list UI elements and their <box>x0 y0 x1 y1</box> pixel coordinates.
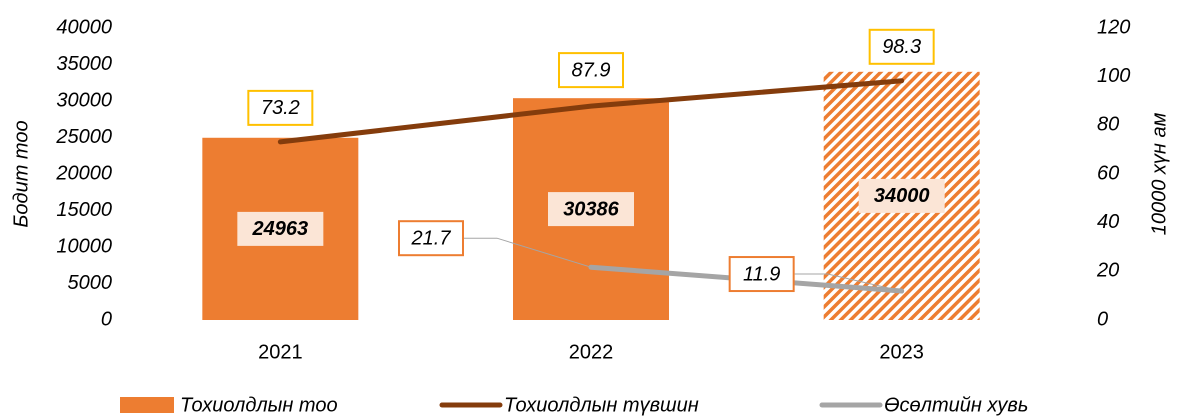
line-value-label-box <box>558 52 624 89</box>
leader-line <box>794 273 902 292</box>
line-value-label: 98.3 <box>882 36 921 58</box>
y-tick-label: 5000 <box>68 272 113 294</box>
x-tick-label: 2021 <box>258 341 303 363</box>
y-tick-label: 20000 <box>55 162 112 184</box>
line-value-label: 11.9 <box>743 263 780 285</box>
y2-tick-label: 80 <box>1097 114 1119 136</box>
bar-value-label-box <box>548 192 634 227</box>
bar-value-label: 24963 <box>252 218 309 240</box>
line-value-label: 73.2 <box>261 97 300 119</box>
x-tick-label: 2022 <box>569 341 614 363</box>
line-value-label: 21.7 <box>411 227 452 249</box>
y-tick-label: 25000 <box>55 126 112 148</box>
legend-label: Тохиолдлын тоо <box>180 394 338 416</box>
line-value-label: 87.9 <box>572 59 611 81</box>
legend-label: Тохиолдлын түвшин <box>504 394 699 416</box>
y2-tick-label: 0 <box>1097 308 1108 330</box>
y-tick-label: 35000 <box>56 53 112 75</box>
line-value-label-box <box>247 89 314 126</box>
y-tick-label: 10000 <box>56 235 112 257</box>
legend-swatch <box>120 397 174 413</box>
bar-value-label-box <box>237 211 324 246</box>
line-value-label-box <box>398 220 464 257</box>
leader-line <box>464 237 592 268</box>
line <box>277 78 905 145</box>
y-axis-title: Бодит тоо <box>10 120 32 227</box>
bar-value-label: 30386 <box>563 198 619 220</box>
line-value-label-box <box>868 28 935 65</box>
bar-value-label-box <box>858 178 945 213</box>
y2-tick-label: 20 <box>1096 260 1119 282</box>
y2-tick-label: 60 <box>1097 162 1119 184</box>
y-tick-label: 15000 <box>56 199 112 221</box>
y2-tick-label: 100 <box>1097 65 1130 87</box>
x-tick-label: 2023 <box>879 341 924 363</box>
legend-label: Өсөлтийн хувь <box>884 394 1028 416</box>
y-tick-label: 40000 <box>56 16 112 38</box>
y2-tick-label: 120 <box>1097 16 1130 38</box>
y2-axis-title: 10000 хүн ам <box>1148 112 1170 235</box>
bar-value-label: 34000 <box>874 185 930 207</box>
line-value-label-box <box>728 256 795 293</box>
y-tick-label: 0 <box>101 308 112 330</box>
y-tick-label: 30000 <box>56 89 112 111</box>
y2-tick-label: 40 <box>1097 211 1119 233</box>
